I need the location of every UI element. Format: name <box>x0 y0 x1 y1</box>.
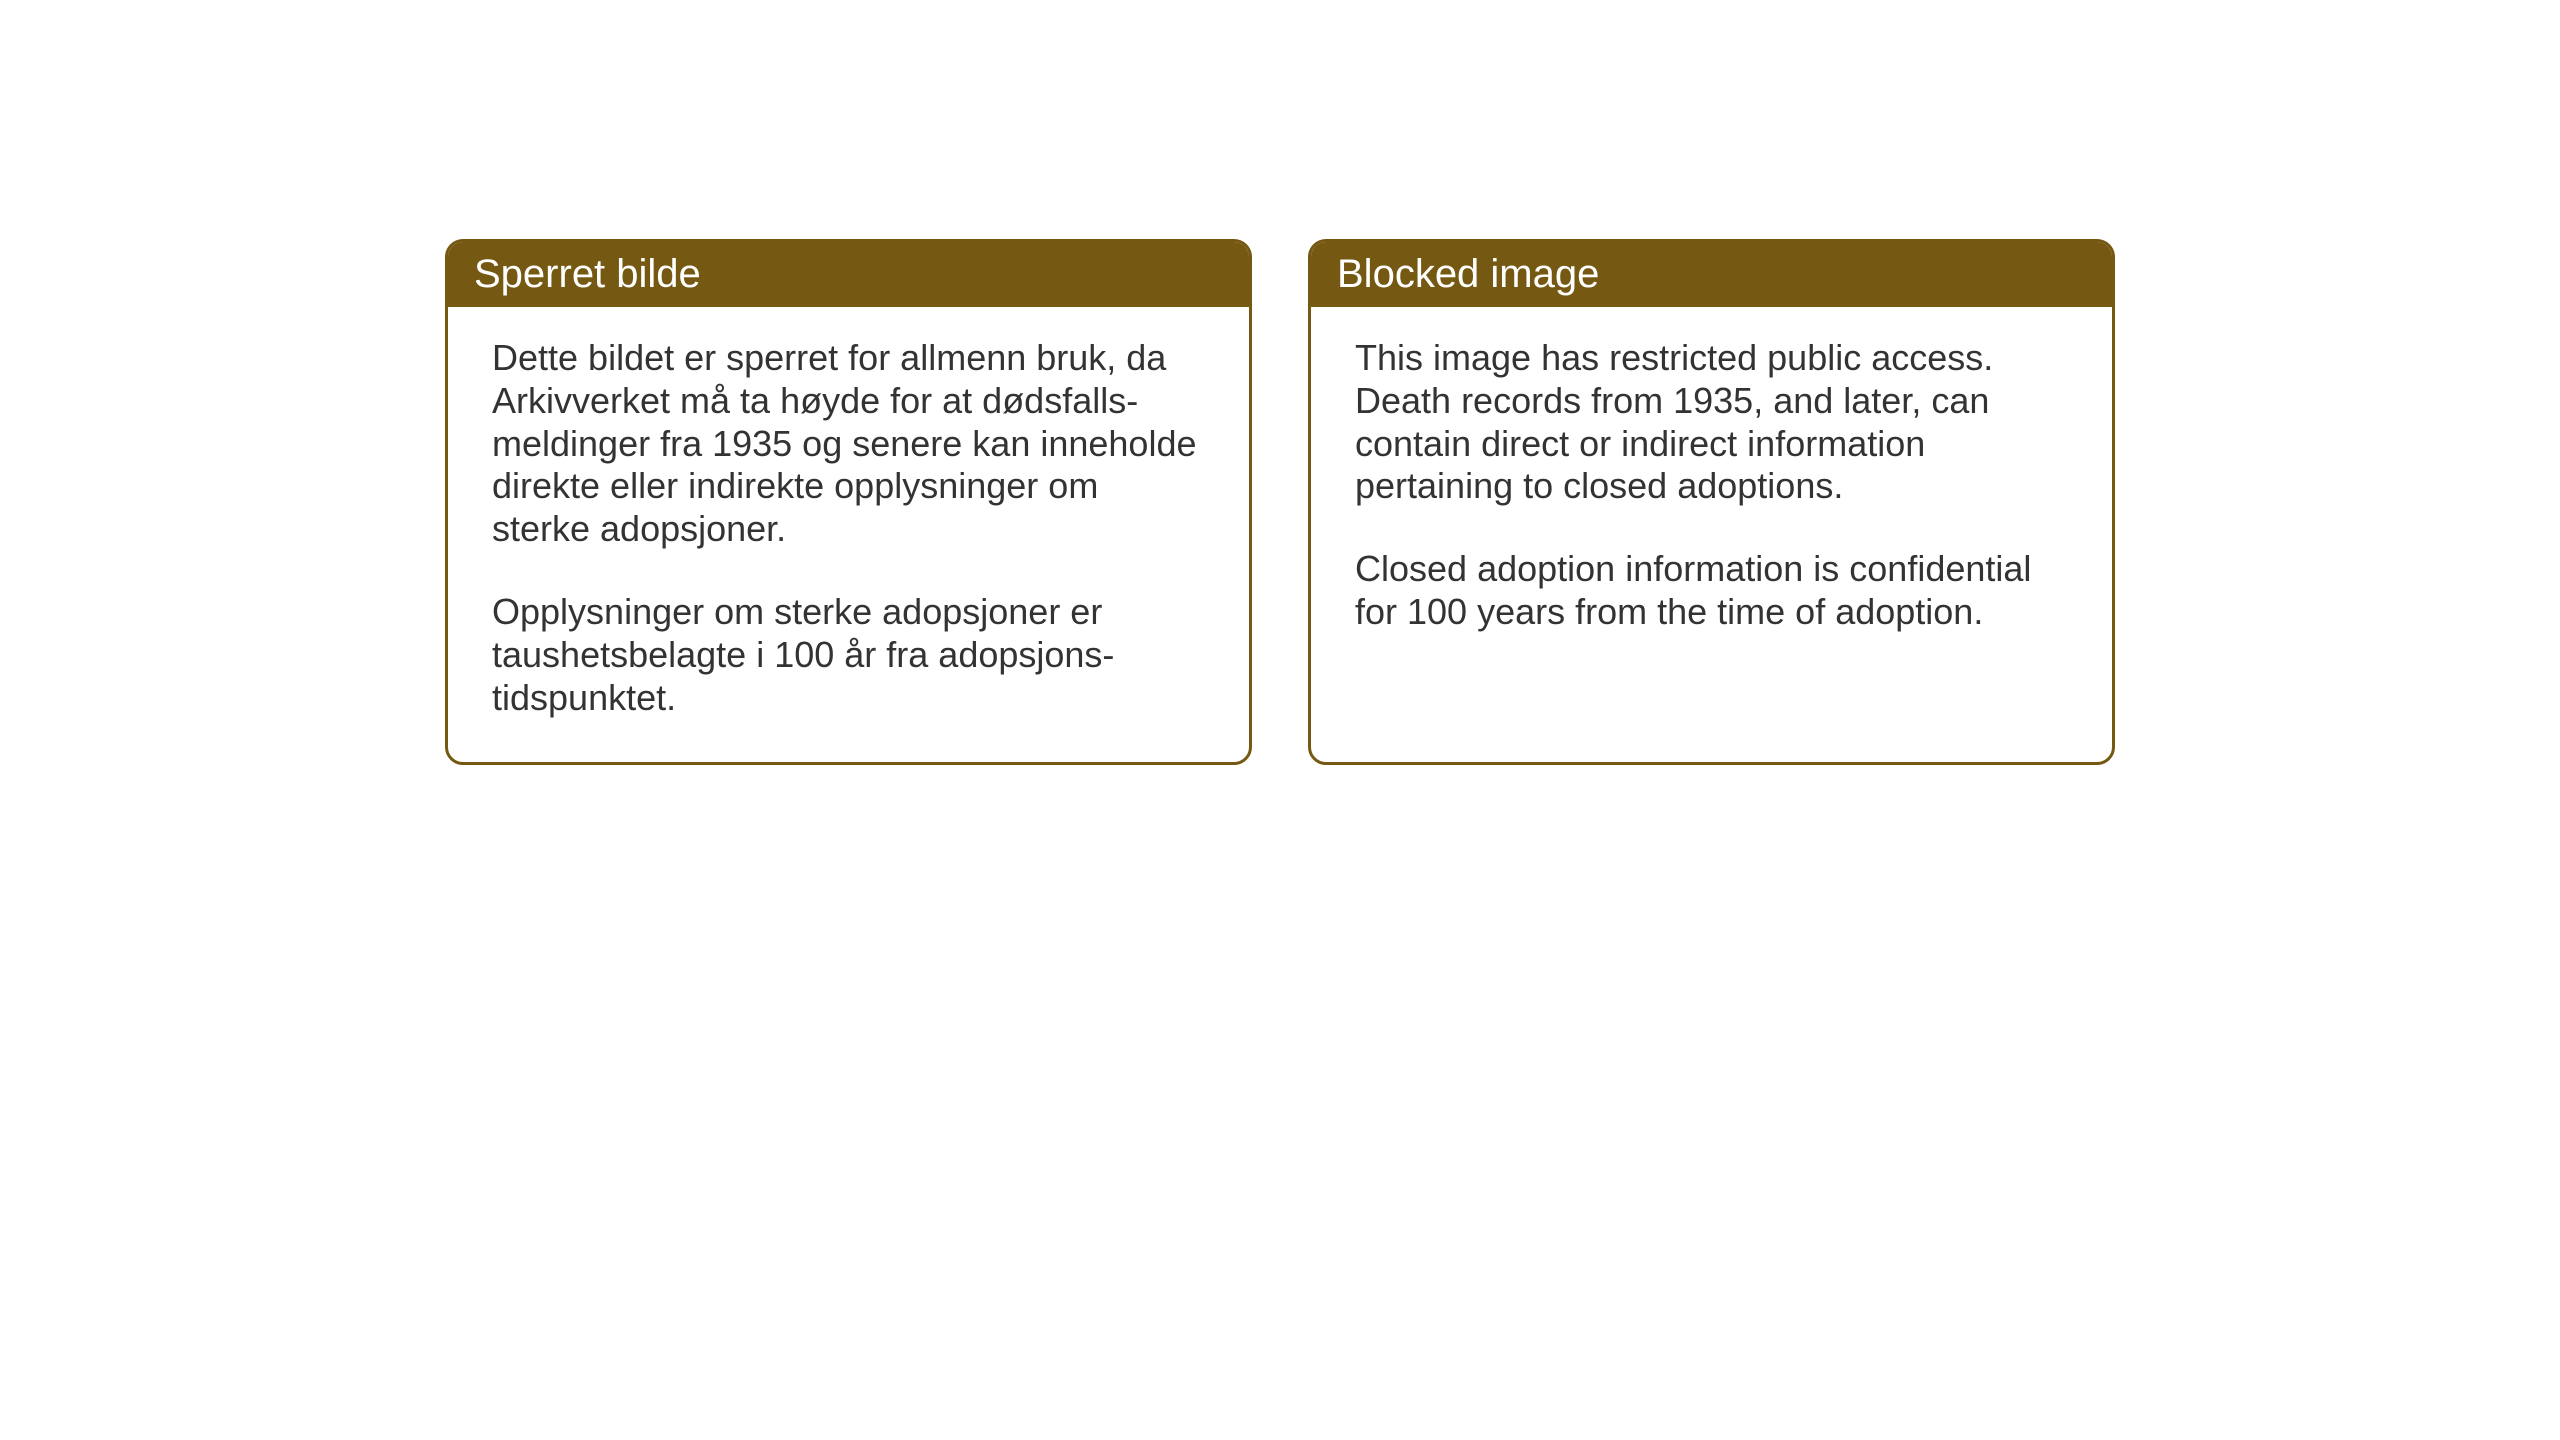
panel-body-english: This image has restricted public access.… <box>1311 307 2112 676</box>
notice-panel-english: Blocked image This image has restricted … <box>1308 239 2115 765</box>
panel-paragraph-2-norwegian: Opplysninger om sterke adopsjoner er tau… <box>492 591 1205 719</box>
notice-panels-container: Sperret bilde Dette bildet er sperret fo… <box>445 239 2115 765</box>
panel-title-norwegian: Sperret bilde <box>448 242 1249 307</box>
panel-title-english: Blocked image <box>1311 242 2112 307</box>
panel-body-norwegian: Dette bildet er sperret for allmenn bruk… <box>448 307 1249 762</box>
panel-paragraph-1-norwegian: Dette bildet er sperret for allmenn bruk… <box>492 337 1205 551</box>
notice-panel-norwegian: Sperret bilde Dette bildet er sperret fo… <box>445 239 1252 765</box>
panel-paragraph-2-english: Closed adoption information is confident… <box>1355 548 2068 634</box>
panel-paragraph-1-english: This image has restricted public access.… <box>1355 337 2068 508</box>
